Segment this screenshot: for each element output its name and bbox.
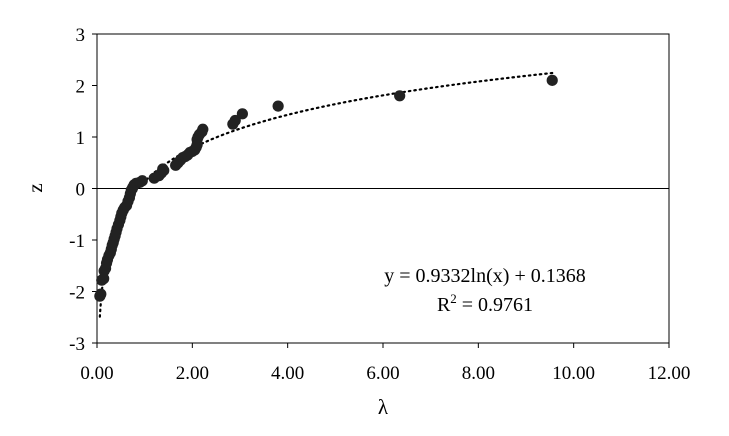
x-tick-label: 6.00 [366, 363, 399, 384]
x-tick-labels: 0.00 2.00 4.00 6.00 8.00 10.00 12.00 [80, 363, 690, 384]
x-tick-label: 12.00 [648, 363, 691, 384]
data-point [236, 108, 248, 120]
y-tick-label: 3 [76, 25, 86, 46]
y-tick-labels: -3 -2 -1 0 1 2 3 [69, 25, 85, 355]
y-tick-label: 0 [76, 180, 86, 201]
y-tick-label: -3 [69, 334, 85, 355]
data-point [546, 74, 558, 86]
data-point [197, 123, 209, 135]
r-squared-label: R2 = 0.9761 [437, 291, 533, 316]
y-tick-label: -1 [69, 231, 85, 252]
x-tick-label: 2.00 [176, 363, 209, 384]
trendline-equation: y = 0.9332ln(x) + 0.1368 [384, 265, 585, 287]
data-point [158, 164, 170, 177]
x-tick-label: 10.00 [552, 363, 595, 384]
x-axis-title: λ [378, 395, 389, 419]
x-tick-label: 8.00 [462, 363, 495, 384]
y-tick-label: 1 [76, 128, 86, 149]
x-tick-label: 0.00 [80, 363, 113, 384]
x-tick-marks [96, 343, 670, 348]
data-point [229, 114, 241, 127]
x-tick-label: 4.00 [271, 363, 304, 384]
data-point [272, 100, 284, 112]
y-tick-label: -2 [69, 283, 85, 304]
y-axis-title: z [23, 183, 47, 192]
y-tick-label: 2 [76, 77, 86, 98]
data-point [394, 90, 406, 102]
data-point [95, 288, 107, 300]
data-points [94, 74, 558, 302]
data-point [136, 175, 148, 187]
